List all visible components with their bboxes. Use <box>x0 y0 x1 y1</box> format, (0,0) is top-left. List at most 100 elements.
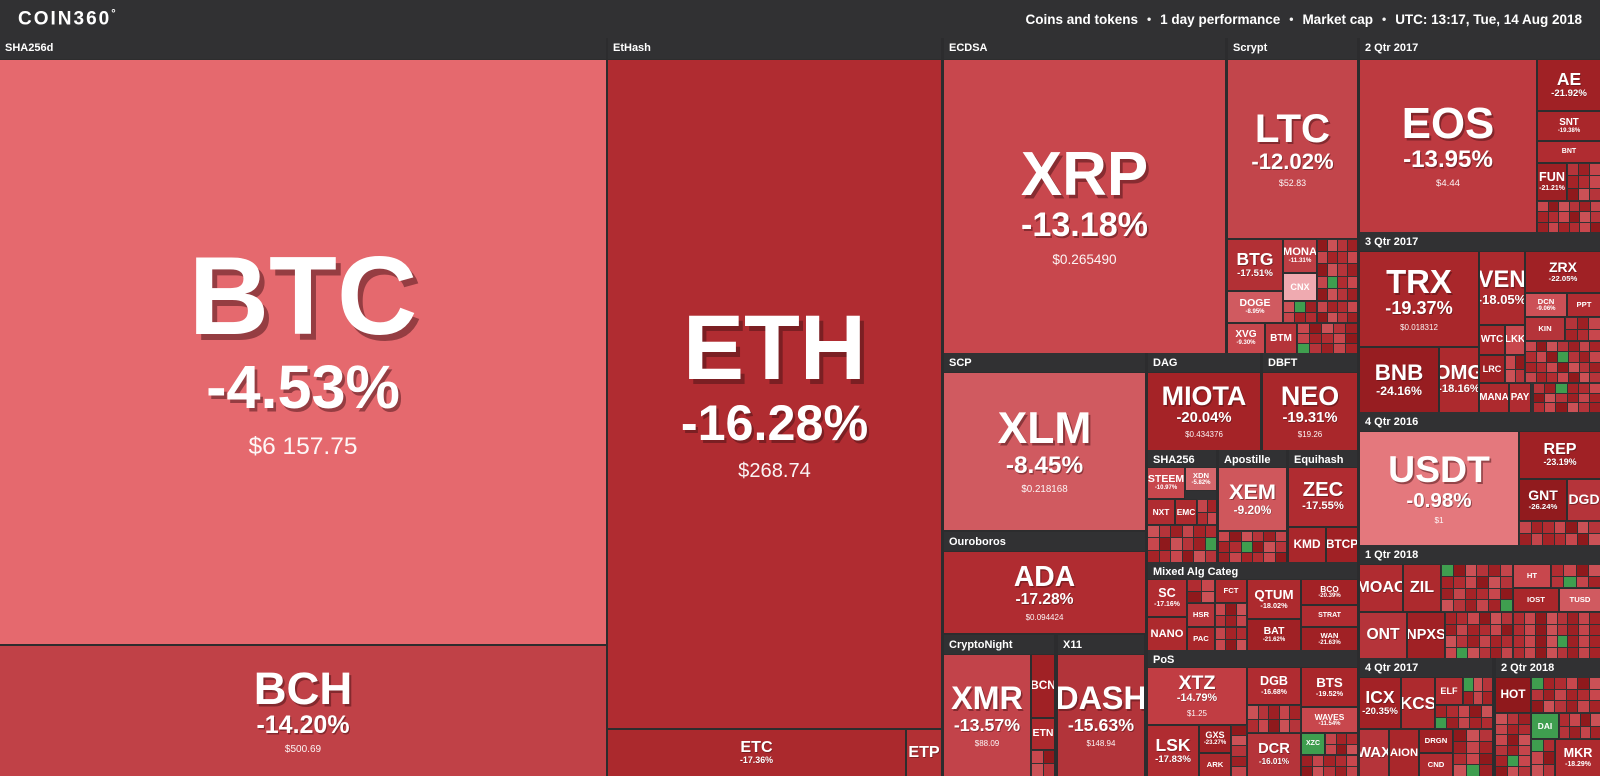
micro-tile[interactable] <box>1447 706 1458 717</box>
micro-tile[interactable] <box>1519 766 1530 776</box>
micro-tile[interactable] <box>1279 706 1290 719</box>
micro-tile[interactable] <box>1545 393 1556 403</box>
micro-tile[interactable] <box>1148 550 1159 562</box>
micro-tile[interactable] <box>1496 714 1507 724</box>
micro-tile[interactable] <box>1577 522 1589 533</box>
micro-tile[interactable] <box>1258 719 1269 732</box>
micro-tile[interactable] <box>1559 202 1569 212</box>
micro-tile[interactable] <box>1552 565 1564 576</box>
micro-tile[interactable] <box>1590 342 1600 352</box>
micro-tile[interactable] <box>1264 542 1275 552</box>
micro-tile[interactable] <box>1252 542 1264 552</box>
tile-drgn[interactable]: DRGN <box>1420 730 1452 752</box>
micro-tile[interactable] <box>1590 647 1600 658</box>
micro-tile[interactable] <box>1446 647 1457 658</box>
micro-tile[interactable] <box>1295 302 1305 312</box>
micro-tile[interactable] <box>1543 764 1554 776</box>
micro-tile[interactable] <box>1346 334 1357 343</box>
micro-tile[interactable] <box>1557 613 1568 624</box>
micro-tile[interactable] <box>1557 636 1568 647</box>
micro-tile[interactable] <box>1543 522 1554 533</box>
micro-tile[interactable] <box>1569 222 1579 232</box>
micro-tile[interactable] <box>1481 706 1492 717</box>
micro-tile[interactable] <box>1171 526 1182 538</box>
micro-tile[interactable] <box>1465 588 1477 600</box>
tile-hot[interactable]: HOT <box>1496 678 1530 712</box>
micro-tile[interactable] <box>1480 765 1492 776</box>
tile-rep[interactable]: REP -23.19% <box>1520 432 1600 478</box>
tile-etn[interactable]: ETN <box>1032 719 1054 749</box>
micro-tile[interactable] <box>1442 588 1453 600</box>
micro-tile[interactable] <box>1479 624 1490 635</box>
tile-eth[interactable]: ETH -16.28% $268.74 <box>608 60 941 728</box>
micro-tile[interactable] <box>1473 678 1483 691</box>
micro-tile[interactable] <box>1554 534 1566 545</box>
micro-tile[interactable] <box>1436 706 1447 717</box>
tile-dgb[interactable]: DGB -16.68% <box>1248 668 1300 704</box>
micro-tile[interactable] <box>1568 342 1579 352</box>
micro-tile[interactable] <box>1032 764 1043 776</box>
micro-tile[interactable] <box>1453 588 1465 600</box>
micro-tile[interactable] <box>1534 403 1545 412</box>
micro-tile[interactable] <box>1589 678 1600 689</box>
micro-tile[interactable] <box>1328 264 1337 276</box>
micro-tile[interactable] <box>1269 719 1279 732</box>
micro-tile[interactable] <box>1324 756 1335 766</box>
micro-tile[interactable] <box>1236 615 1246 626</box>
tile-dcn[interactable]: DCN -9.06% <box>1526 294 1566 316</box>
tile-xlm[interactable]: XLM -8.45% $0.218168 <box>944 373 1145 530</box>
tile-bcn[interactable]: BCN <box>1032 655 1054 717</box>
micro-tile[interactable] <box>1526 372 1536 382</box>
micro-tile[interactable] <box>1507 766 1519 776</box>
micro-tile[interactable] <box>1579 342 1590 352</box>
micro-tile[interactable] <box>1467 765 1479 776</box>
micro-tile[interactable] <box>1230 532 1241 542</box>
micro-tile[interactable] <box>1454 765 1466 776</box>
micro-tile[interactable] <box>1514 647 1524 658</box>
micro-tile[interactable] <box>1519 745 1530 755</box>
micro-tile[interactable] <box>1569 212 1579 222</box>
micro-tile[interactable] <box>1580 714 1590 726</box>
micro-tile[interactable] <box>1318 276 1327 288</box>
tile-dash[interactable]: DASH -15.63% $148.94 <box>1058 655 1144 776</box>
micro-tile[interactable] <box>1501 636 1512 647</box>
micro-tile[interactable] <box>1446 624 1457 635</box>
micro-tile[interactable] <box>1538 212 1548 222</box>
micro-tile[interactable] <box>1205 526 1216 538</box>
tile-ada[interactable]: ADA -17.28% $0.094424 <box>944 552 1145 633</box>
micro-tile[interactable] <box>1536 362 1547 372</box>
micro-tile[interactable] <box>1545 403 1556 412</box>
micro-tile[interactable] <box>1546 636 1557 647</box>
tile-omg[interactable]: OMG -18.16% <box>1440 348 1478 412</box>
micro-tile[interactable] <box>1318 264 1327 276</box>
micro-tile[interactable] <box>1558 342 1568 352</box>
micro-tile[interactable] <box>1514 624 1524 635</box>
micro-tile[interactable] <box>1479 647 1490 658</box>
tile-bnt[interactable]: BNT <box>1538 142 1600 162</box>
micro-tile[interactable] <box>1446 613 1457 624</box>
micro-tile[interactable] <box>1507 714 1519 724</box>
micro-tile[interactable] <box>1588 565 1600 576</box>
micro-tile[interactable] <box>1543 678 1554 689</box>
micro-tile[interactable] <box>1590 636 1600 647</box>
micro-tile[interactable] <box>1241 552 1252 562</box>
tile-ht[interactable]: HT <box>1514 565 1550 587</box>
micro-tile[interactable] <box>1578 393 1589 403</box>
tile-dcr[interactable]: DCR -16.01% <box>1248 734 1300 776</box>
tile-fun[interactable]: FUN -21.21% <box>1538 164 1566 200</box>
micro-tile[interactable] <box>1589 701 1600 712</box>
tile-bnb[interactable]: BNB -24.16% <box>1360 348 1438 412</box>
tile-lsk[interactable]: LSK -17.83% <box>1148 726 1198 776</box>
micro-tile[interactable] <box>1336 744 1347 754</box>
micro-tile[interactable] <box>1579 362 1590 372</box>
micro-tile[interactable] <box>1590 212 1600 222</box>
micro-tile[interactable] <box>1313 766 1324 776</box>
micro-tile[interactable] <box>1578 384 1589 393</box>
tile-ae[interactable]: AE -21.92% <box>1538 60 1600 110</box>
micro-tile[interactable] <box>1318 288 1327 300</box>
micro-tile[interactable] <box>1324 766 1335 776</box>
micro-tile[interactable] <box>1570 714 1580 726</box>
micro-tile[interactable] <box>1298 334 1309 343</box>
micro-tile[interactable] <box>1295 312 1305 322</box>
tile-xrp[interactable]: XRP -13.18% $0.265490 <box>944 60 1225 353</box>
